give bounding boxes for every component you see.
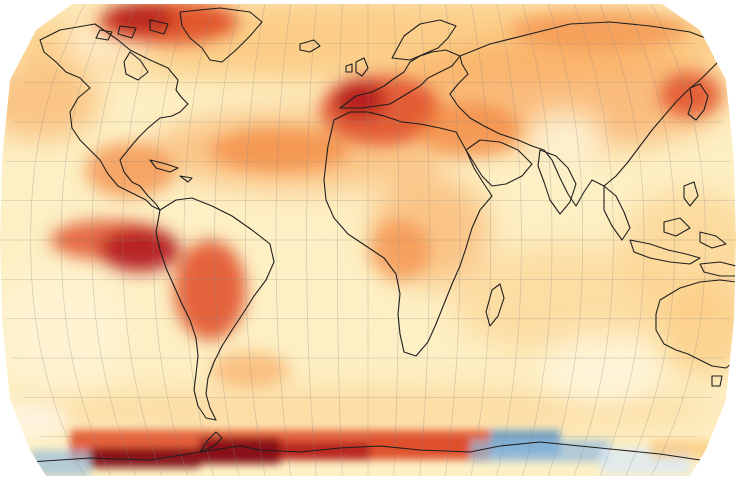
- graticule-meridian: [444, 4, 461, 476]
- graticule-meridian: [599, 4, 645, 476]
- neutral-equatorial-pacific-west: [0, 170, 70, 270]
- hot-spot-central-america: [85, 142, 175, 198]
- coast-australia: [655, 279, 736, 369]
- graticule-meridian: [91, 4, 137, 476]
- hot-spot-atlantic-subtropics: [210, 128, 350, 172]
- hot-spot-iberia: [334, 82, 386, 118]
- graticule-meridian: [30, 4, 85, 476]
- antarctic-cool-fringe: [470, 440, 610, 462]
- coast-hudson-bay: [123, 51, 149, 81]
- graticule-meridian: [393, 4, 400, 476]
- coast-antarctica: [29, 441, 721, 467]
- antarctic-warm-edge-east: [650, 440, 710, 458]
- coast-southeast-asia: [603, 185, 631, 241]
- hot-spot-west-africa: [370, 220, 430, 280]
- graticule-meridian: [122, 4, 163, 476]
- coast-scandinavia: [391, 19, 457, 61]
- coast-new-guinea: [699, 261, 736, 277]
- graticule-meridian: [306, 4, 317, 476]
- graticule-meridian: [214, 4, 240, 476]
- coast-tasmania: [711, 375, 723, 387]
- antarctic-extreme-block-3: [280, 442, 370, 460]
- coast-africa: [323, 111, 493, 357]
- graticule-meridian: [651, 4, 706, 476]
- coast-madagascar: [485, 283, 505, 327]
- hot-spot-peru-coast: [100, 228, 180, 272]
- antarctic-extreme-block-1: [90, 448, 200, 468]
- hot-spot-south-america: [174, 240, 246, 340]
- coast-caribbean: [149, 159, 193, 183]
- graticule-meridian: [573, 4, 614, 476]
- graticule-meridian: [60, 4, 111, 476]
- coast-arabia: [465, 139, 533, 187]
- coast-iceland: [299, 39, 321, 53]
- coast-north-america: [39, 23, 189, 211]
- neutral-south-indian: [540, 335, 660, 405]
- coast-india: [537, 149, 577, 215]
- neutral-patches: [0, 15, 660, 405]
- warm-band-indian-ocean: [450, 245, 670, 355]
- coast-japan: [687, 83, 709, 121]
- coastlines: [29, 7, 736, 467]
- graticule-meridian: [522, 4, 553, 476]
- graticule-meridian: [547, 4, 584, 476]
- graticule-meridian: [152, 4, 189, 476]
- neutral-south-pacific: [0, 270, 130, 390]
- warm-band-australia: [655, 285, 736, 375]
- neutral-tibet: [525, 110, 605, 170]
- graticule-meridian: [336, 4, 343, 476]
- graticule-meridian: [419, 4, 430, 476]
- hot-spot-siberia: [510, 10, 690, 50]
- hot-spot-south-atlantic: [210, 352, 290, 388]
- warm-band-southeast-asia: [620, 190, 736, 310]
- antarctic-extreme-block-2: [200, 438, 280, 464]
- coast-south-america: [155, 197, 275, 421]
- coast-philippines: [683, 181, 699, 207]
- neutral-north-atlantic: [240, 240, 360, 360]
- hot-spot-middle-east: [420, 102, 520, 158]
- coast-indonesia: [629, 217, 727, 265]
- graticule-meridian: [625, 4, 676, 476]
- graticule-meridian: [244, 4, 266, 476]
- coast-greenland: [179, 7, 263, 63]
- hot-spot-canadian-arctic: [105, 4, 175, 32]
- warm-band-southern-ocean: [0, 388, 720, 432]
- graticule-meridian: [275, 4, 292, 476]
- antarctica-anomalies: [30, 430, 710, 476]
- coast-british-isles: [345, 57, 369, 77]
- coast-canadian-islands: [95, 19, 169, 41]
- graticule-meridian: [470, 4, 492, 476]
- coast-antarctic-peninsula: [199, 431, 223, 453]
- graticule-meridian: [496, 4, 522, 476]
